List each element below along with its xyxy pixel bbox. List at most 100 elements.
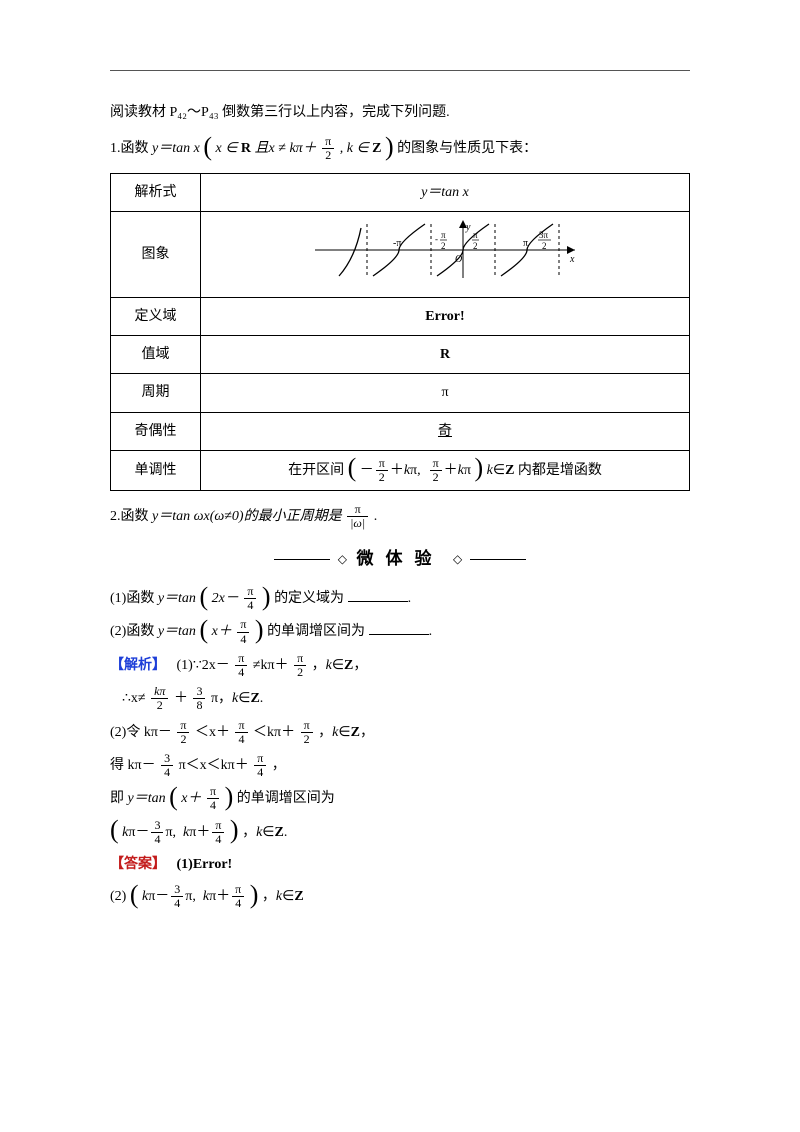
answer-line-1: 【答案】 (1)Error! xyxy=(110,852,690,877)
error-text: Error! xyxy=(425,309,464,324)
svg-text:π: π xyxy=(441,230,446,240)
den: 2 xyxy=(294,666,306,679)
row-label: 解析式 xyxy=(111,173,201,211)
arg: 2x－ xyxy=(212,591,239,606)
cond-tail: , k ∈ xyxy=(340,141,372,156)
svg-text:-: - xyxy=(435,234,438,244)
txt: 的单调增区间为 xyxy=(237,791,335,806)
lparen: ( xyxy=(199,617,208,643)
num: 3 xyxy=(161,752,173,766)
num: 3 xyxy=(193,685,205,699)
txt: ＜kπ＋ xyxy=(253,724,295,739)
row-value-monotone: 在开区间 ( －π2＋kπ, π2＋kπ ) k∈Z 内都是增函数 xyxy=(201,450,690,490)
row-label: 定义域 xyxy=(111,297,201,335)
row-value: y＝tan x xyxy=(201,173,690,211)
item1-suffix: 的图象与性质见下表： xyxy=(397,141,537,156)
num: π xyxy=(244,585,256,599)
frac: π4 xyxy=(254,752,266,779)
num: π xyxy=(235,652,247,666)
txt: (2)令 kπ－ xyxy=(110,724,172,739)
question-2: (2)函数 y＝tan ( x＋ π4 ) 的单调增区间为 . xyxy=(110,618,690,645)
den: 2 xyxy=(301,733,313,746)
den: 2 xyxy=(430,471,442,484)
table-row: 单调性 在开区间 ( －π2＋kπ, π2＋kπ ) k∈Z 内都是增函数 xyxy=(111,450,690,490)
den: 2 xyxy=(322,149,334,162)
num: π xyxy=(254,752,266,766)
q-func: y＝tan xyxy=(158,591,196,606)
item1: 1.函数 y＝tan x ( x ∈ R 且x ≠ kπ＋ π 2 , k ∈ … xyxy=(110,135,690,162)
frac: π2 xyxy=(430,457,442,484)
frac: π4 xyxy=(237,618,249,645)
frac: π4 xyxy=(207,785,219,812)
den: 4 xyxy=(212,833,224,846)
properties-table: 解析式 y＝tan x 图象 x y O -π - π 2 xyxy=(110,173,690,492)
den: 2 xyxy=(177,733,189,746)
prefix: (2) xyxy=(110,889,126,904)
lparen: ( xyxy=(169,784,178,810)
q-func: y＝tan xyxy=(158,624,196,639)
table-row: 周期 π xyxy=(111,374,690,412)
func: y＝tan ωx(ω≠0)的最小正周期是 xyxy=(152,509,342,524)
set-R: R xyxy=(241,141,251,156)
tail: . xyxy=(374,509,378,524)
rparen: ) xyxy=(250,882,259,908)
rparen: ) xyxy=(255,617,264,643)
analysis-line-4: 得 kπ－ 34 π＜x＜kπ＋ π4 ， xyxy=(110,752,690,779)
cond-and: 且x ≠ kπ＋ xyxy=(255,141,317,156)
rparen: ) xyxy=(230,817,239,843)
frac: π2 xyxy=(294,652,306,679)
frac: π4 xyxy=(244,585,256,612)
txt: ， xyxy=(272,758,286,773)
txt: 得 kπ－ xyxy=(110,758,156,773)
txt: ∴x≠ xyxy=(122,691,146,706)
den: 4 xyxy=(151,833,163,846)
q-suffix: 的定义域为 xyxy=(274,591,344,606)
frac-period: π |ω| xyxy=(347,503,368,530)
txt: (1)∵2x－ xyxy=(177,658,230,673)
rparen: ) xyxy=(262,584,271,610)
answer-label: 【答案】 xyxy=(110,857,166,872)
table-row: 解析式 y＝tan x xyxy=(111,173,690,211)
row-label: 图象 xyxy=(111,211,201,297)
row-label: 奇偶性 xyxy=(111,412,201,450)
arg: x＋ xyxy=(181,791,201,806)
num: π xyxy=(212,819,224,833)
frac: π2 xyxy=(177,719,189,746)
den: 4 xyxy=(207,799,219,812)
lparen: ( xyxy=(110,817,119,843)
txt: π，k∈Z. xyxy=(211,691,263,706)
frac: π4 xyxy=(232,883,244,910)
q-prefix: (2)函数 xyxy=(110,624,158,639)
analysis-line-6: ( kπ－34π, kπ＋π4 ) ，k∈Z. xyxy=(110,819,690,846)
row-label: 值域 xyxy=(111,336,201,374)
den: 4 xyxy=(235,666,247,679)
table-row: 图象 x y O -π - π 2 π 2 xyxy=(111,211,690,297)
num: π xyxy=(301,719,313,733)
frac: 34 xyxy=(151,819,163,846)
den: 2 xyxy=(376,471,388,484)
den: 4 xyxy=(232,897,244,910)
txt: ，k∈Z， xyxy=(318,724,374,739)
q-suffix: 的单调增区间为 xyxy=(267,624,365,639)
num: π xyxy=(294,652,306,666)
row-label: 周期 xyxy=(111,374,201,412)
rparen: ) xyxy=(385,134,394,160)
divider-line xyxy=(470,559,526,560)
den: 4 xyxy=(237,633,249,646)
analysis-label: 【解析】 xyxy=(110,658,166,673)
txt: ≠kπ＋ xyxy=(253,658,289,673)
frac: π4 xyxy=(235,652,247,679)
table-row: 值域 R xyxy=(111,336,690,374)
graph-cell: x y O -π - π 2 π 2 π 3π 2 xyxy=(201,211,690,297)
answer-line-2: (2) ( kπ－34π, kπ＋π4 ) ，k∈Z xyxy=(110,883,690,910)
row-label: 单调性 xyxy=(111,450,201,490)
txt: ，k∈Z， xyxy=(312,658,368,673)
prefix: 在开区间 xyxy=(288,463,344,478)
frac: π4 xyxy=(212,819,224,846)
frac: π4 xyxy=(235,719,247,746)
svg-text:2: 2 xyxy=(473,241,478,251)
frac-pi2: π 2 xyxy=(322,135,334,162)
frac: π2 xyxy=(376,457,388,484)
row-value: Error! xyxy=(201,297,690,335)
prefix: 2.函数 xyxy=(110,509,152,524)
